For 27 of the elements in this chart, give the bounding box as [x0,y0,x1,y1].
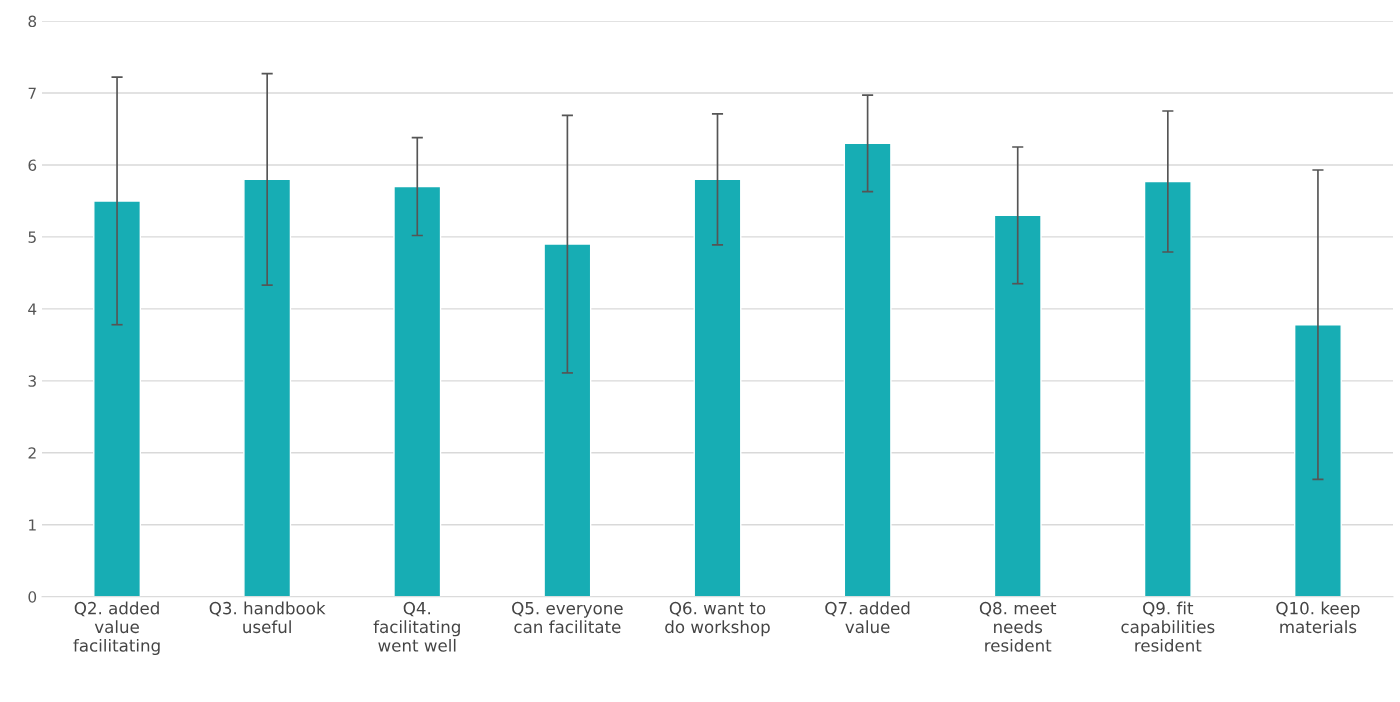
y-tick-label: 8 [28,15,37,28]
y-tick-label: 4 [28,303,37,315]
y-tick-label: 6 [28,159,37,171]
x-tick-label: Q9. fit capabilities resident [1121,601,1215,652]
bar [243,178,292,597]
x-tick-label: Q2. added value facilitating [73,601,160,656]
x-tick-label: Q6. want to do workshop [665,601,770,637]
x-tick-label: Q5. everyone can facilitate [512,601,623,634]
y-tick-label: 3 [28,375,36,387]
bar [693,178,742,597]
bar [1143,180,1192,597]
y-tick-label: 5 [28,231,36,243]
x-tick-label: Q10. keep materials [1276,601,1360,634]
bar [93,200,142,597]
y-tick-label: 7 [28,87,36,99]
y-tick-label: 0 [28,591,37,603]
bar [993,214,1042,597]
bar [1293,324,1342,597]
x-tick-label: Q4. facilitating went well [373,601,460,652]
x-tick-label: Q7. added value [825,601,910,634]
y-tick-label: 1 [29,519,36,531]
x-tick-label: Q3. handbook useful [209,601,326,634]
bar [843,142,892,597]
x-tick-label: Q8. meet needs resident [979,601,1057,652]
bar [543,243,592,597]
y-tick-label: 2 [28,447,36,459]
bar [393,185,442,597]
